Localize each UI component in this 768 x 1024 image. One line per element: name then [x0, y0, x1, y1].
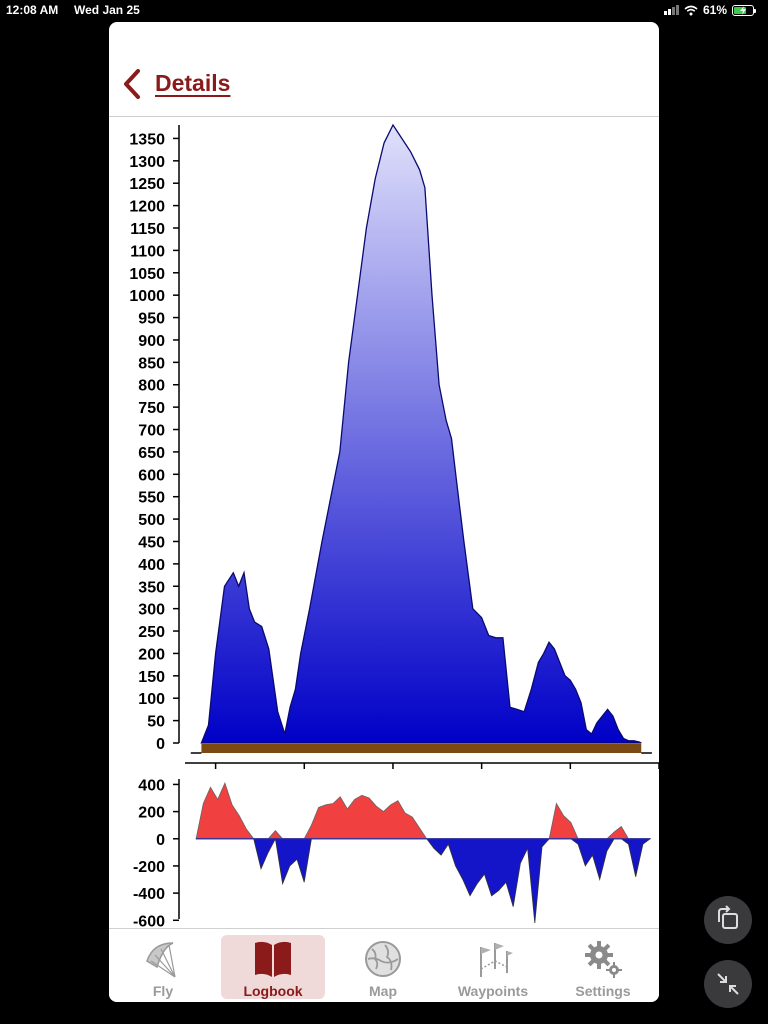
altitude-y-tick-label: 700	[138, 423, 165, 440]
wifi-icon	[684, 5, 698, 15]
vario-y-tick-label: 200	[138, 805, 165, 822]
altitude-y-tick-label: 1200	[129, 199, 165, 216]
status-time: 12:08 AM	[6, 3, 59, 17]
tab-logbook[interactable]: Logbook	[221, 935, 325, 999]
tab-label: Settings	[575, 983, 631, 999]
altitude-y-tick-label: 750	[138, 400, 165, 417]
altitude-y-tick-label: 900	[138, 333, 165, 350]
vario-y-tick-label: 400	[138, 777, 165, 794]
altitude-x-tick-label: 7:30	[288, 776, 320, 777]
altitude-y-tick-label: 500	[138, 512, 165, 529]
tab-waypoints[interactable]: Waypoints	[441, 935, 545, 999]
rotate-screen-icon	[718, 905, 738, 929]
vario-chart: 400 200 0 -200 -400 -600	[133, 777, 652, 927]
signal-icon	[663, 5, 679, 15]
altitude-x-tick-label: 7:35	[377, 776, 409, 777]
altitude-y-tick-label: 550	[138, 490, 165, 507]
status-bar: 12:08 AM Wed Jan 25 61%	[0, 0, 768, 20]
altitude-y-tick-label: 600	[138, 467, 165, 484]
altitude-y-tick-label: 1050	[129, 266, 165, 283]
battery-percent: 61%	[702, 3, 727, 17]
altitude-x-tick-label: 7:25	[200, 776, 232, 777]
altitude-y-tick-label: 300	[138, 602, 165, 619]
battery-level-fill	[734, 6, 747, 14]
tab-label: Map	[369, 983, 397, 999]
tab-label: Logbook	[243, 983, 303, 999]
vario-y-tick-label: -200	[133, 859, 165, 876]
gear-icon	[585, 941, 622, 978]
status-right: 61%	[663, 3, 756, 17]
altitude-y-tick-label: 1300	[129, 154, 165, 171]
altitude-y-tick-label: 400	[138, 557, 165, 574]
vario-y-tick-label: -400	[133, 886, 165, 903]
battery-icon	[732, 4, 756, 16]
rotate-button[interactable]	[704, 896, 752, 944]
collapse-arrows-icon	[717, 973, 739, 995]
tab-label: Waypoints	[457, 983, 529, 999]
altitude-y-tick-label: 950	[138, 311, 165, 328]
altitude-x-tick-label: 7:45	[554, 776, 586, 777]
altitude-x-tick-label: 7:50	[643, 776, 659, 777]
tab-map[interactable]: Map	[331, 935, 435, 999]
altitude-x-tick-label: 7:40	[466, 776, 498, 777]
altitude-y-tick-label: 150	[138, 669, 165, 686]
paraglider-icon	[146, 942, 176, 978]
chevron-left-icon	[124, 69, 140, 99]
shrink-button[interactable]	[704, 960, 752, 1008]
altitude-y-tick-label: 100	[138, 691, 165, 708]
altitude-area	[200, 123, 642, 744]
altitude-y-tick-label: 1150	[130, 221, 165, 238]
nav-header: Details	[109, 22, 659, 117]
globe-icon	[365, 941, 401, 977]
altitude-y-tick-label: 450	[138, 534, 165, 551]
tab-label: Fly	[152, 983, 174, 999]
altitude-y-tick-label: 650	[138, 445, 165, 462]
page-title[interactable]: Details	[155, 70, 231, 96]
details-panel: Details 0 50 100 150 200 250 300 350 400 450 500 55…	[109, 22, 659, 1002]
flags-icon	[480, 943, 513, 977]
altitude-y-tick-label: 800	[138, 378, 165, 395]
altitude-y-tick-label: 0	[156, 736, 165, 753]
altitude-y-tick-label: 1250	[129, 176, 165, 193]
vario-y-tick-label: 0	[156, 832, 165, 849]
altitude-y-tick-label: 850	[138, 355, 165, 372]
vario-y-tick-label: -600	[133, 913, 165, 927]
altitude-y-tick-label: 1350	[129, 131, 165, 148]
ground-strip	[201, 744, 642, 753]
vario-climb-area	[195, 781, 652, 840]
tab-settings[interactable]: Settings	[551, 935, 655, 999]
altitude-y-tick-label: 200	[138, 646, 165, 663]
tab-fly[interactable]: Fly	[111, 935, 215, 999]
book-icon	[255, 941, 291, 977]
altitude-y-tick-label: 1000	[129, 288, 165, 305]
vario-sink-area	[195, 837, 652, 924]
altitude-y-tick-label: 350	[138, 579, 165, 596]
altitude-chart: 0 50 100 150 200 250 300 350 400 450 500 550 600 650 7…	[129, 123, 659, 777]
altitude-y-tick-label: 50	[147, 714, 165, 731]
tab-bar: Fly Logbook Map Waypoints	[109, 928, 659, 1002]
altitude-y-tick-label: 250	[138, 624, 165, 641]
status-date: Wed Jan 25	[74, 3, 140, 17]
altitude-y-tick-label: 1100	[130, 243, 165, 260]
back-button[interactable]	[121, 68, 143, 100]
